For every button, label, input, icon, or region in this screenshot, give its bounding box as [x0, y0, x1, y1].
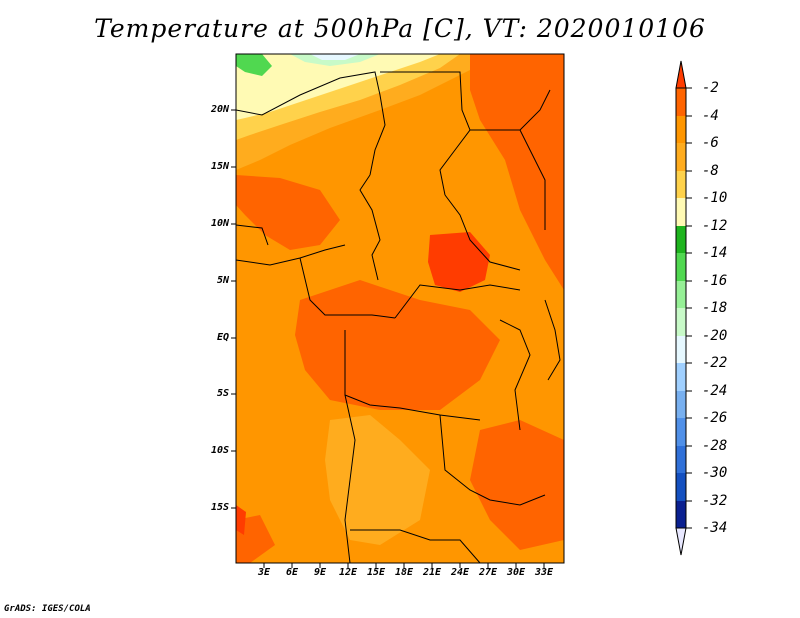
lat-label: 20N: [210, 104, 229, 115]
band-minus12: [236, 54, 440, 120]
lon-label: 21E: [422, 567, 442, 578]
band-minus4-center: [295, 280, 500, 410]
lat-label: 5N: [216, 275, 229, 286]
axis-ticks: [231, 109, 545, 568]
band-minus2: [428, 232, 490, 292]
lon-label: 24E: [450, 567, 470, 578]
band-minus4-sw: [236, 515, 275, 563]
colorbar-segment: [676, 501, 686, 528]
lat-label: 15S: [210, 502, 229, 513]
colorbar-label: -8: [702, 163, 719, 179]
colorbar-label: -2: [702, 80, 719, 96]
lon-label: 6E: [285, 567, 299, 578]
country-borders: [236, 71, 561, 563]
colorbar-label: -22: [702, 355, 728, 371]
colorbar-label: -34: [702, 520, 728, 536]
lon-label: 27E: [478, 567, 498, 578]
colorbar-segment: [676, 418, 686, 446]
band-minus8-south: [325, 415, 430, 545]
chart-title: Temperature at 500hPa [C], VT: 202001010…: [94, 14, 706, 43]
band-minus4-east: [470, 54, 564, 290]
colorbar-segment: [676, 391, 686, 418]
lon-label: 33E: [534, 567, 554, 578]
colorbar-label: -18: [702, 300, 728, 316]
colorbar-segment: [676, 363, 686, 391]
lon-label: 15E: [366, 567, 386, 578]
colorbar-label: -30: [702, 465, 728, 481]
lon-label: 3E: [257, 567, 271, 578]
colorbar-top-triangle: [675, 60, 687, 89]
band-minus4-nw: [236, 175, 340, 250]
colorbar-segment: [676, 473, 686, 501]
lon-label: 30E: [506, 567, 526, 578]
colorbar-segment: [676, 171, 686, 198]
colorbar-segment: [676, 253, 686, 281]
temperature-field: [236, 54, 564, 563]
colorbar-segment: [676, 308, 686, 336]
lon-label: 18E: [394, 567, 414, 578]
colorbar-bottom-triangle: [675, 527, 687, 556]
colorbar-segment: [676, 226, 686, 253]
colorbar: [675, 60, 692, 556]
lat-label: EQ: [216, 332, 229, 343]
colorbar-label: -16: [702, 273, 728, 289]
lon-label: 12E: [338, 567, 358, 578]
colorbar-segment: [676, 143, 686, 171]
map-frame: [235, 53, 565, 564]
colorbar-label: -6: [702, 135, 719, 151]
colorbar-label: -28: [702, 438, 728, 454]
colorbar-label: -32: [702, 493, 728, 509]
lon-label: 9E: [313, 567, 327, 578]
colorbar-label: -24: [702, 383, 728, 399]
colorbar-segment: [676, 281, 686, 308]
lat-label: 10S: [210, 445, 229, 456]
colorbar-segment: [676, 198, 686, 226]
colorbar-label: -20: [702, 328, 728, 344]
colorbar-label: -26: [702, 410, 728, 426]
colorbar-label: -12: [702, 218, 728, 234]
band-minus4-se: [470, 420, 564, 550]
footer-credit: GrADS: IGES/COLA: [4, 604, 91, 614]
band-minus20: [310, 54, 360, 60]
lat-label: 5S: [216, 388, 229, 399]
colorbar-segment: [676, 446, 686, 473]
lat-label: 10N: [210, 218, 229, 229]
colorbar-label: -10: [702, 190, 728, 206]
colorbar-segment: [676, 116, 686, 143]
band-minus2-sw: [236, 505, 246, 535]
band-minus16: [236, 54, 272, 76]
colorbar-label: -14: [702, 245, 728, 261]
lat-label: 15N: [210, 161, 229, 172]
colorbar-label: -4: [702, 108, 719, 124]
colorbar-segment: [676, 88, 686, 116]
colorbar-segment: [676, 336, 686, 363]
